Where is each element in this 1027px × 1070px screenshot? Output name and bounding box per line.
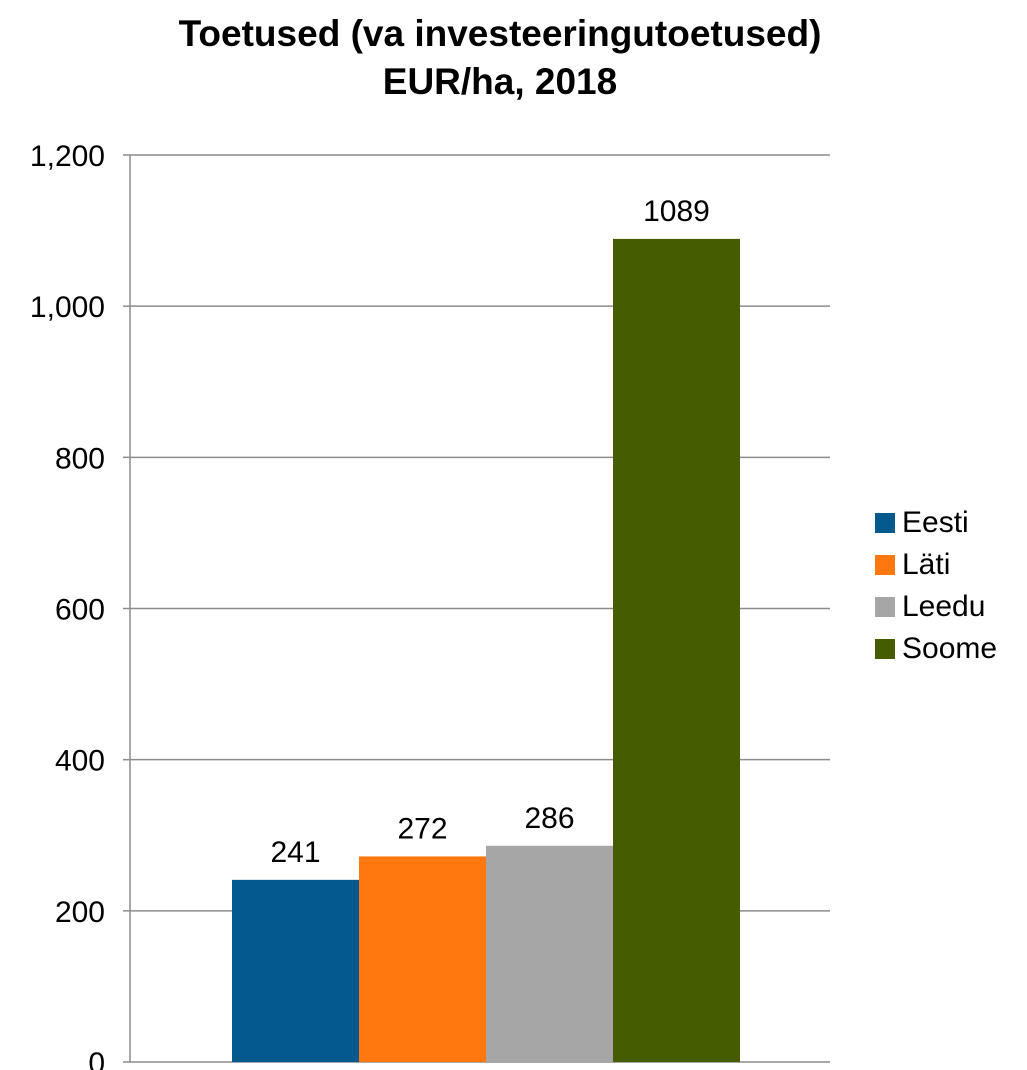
chart-title-line2: EUR/ha, 2018: [382, 61, 618, 102]
legend-item: Läti: [875, 545, 997, 585]
legend-swatch: [875, 597, 895, 617]
data-label: 272: [397, 812, 447, 845]
bar-soome: [613, 238, 740, 1062]
data-label: 286: [524, 802, 574, 835]
legend-label: Soome: [902, 632, 998, 665]
y-tick-label: 800: [55, 442, 105, 475]
legend-item: Leedu: [875, 587, 997, 627]
axes: [123, 154, 131, 1063]
bars: [232, 238, 740, 1062]
legend-swatch: [875, 639, 895, 659]
legend-item: Soome: [875, 629, 997, 669]
legend-label: Eesti: [902, 506, 969, 539]
legend-label: Leedu: [902, 590, 986, 623]
chart-title: Toetused (va investeeringutoetused) EUR/…: [100, 10, 900, 106]
data-label: 241: [270, 836, 320, 869]
chart-title-line1: Toetused (va investeeringutoetused): [178, 13, 822, 54]
bar-läti: [359, 856, 486, 1062]
y-tick-label: 0: [88, 1047, 105, 1070]
legend-swatch: [875, 513, 895, 533]
data-label: 1089: [643, 195, 710, 228]
y-tick-label: 1,200: [30, 140, 105, 173]
data-labels: 241 272 286 1089: [270, 195, 709, 869]
legend-label: Läti: [902, 548, 951, 581]
y-tick-label: 1,000: [30, 291, 105, 324]
y-tick-label: 600: [55, 594, 105, 627]
y-tick-label: 200: [55, 896, 105, 929]
y-tick-label: 400: [55, 745, 105, 778]
legend-swatch: [875, 555, 895, 575]
bar-eesti: [232, 879, 359, 1062]
legend: Eesti Läti Leedu Soome: [875, 503, 997, 671]
legend-item: Eesti: [875, 503, 997, 543]
bar-leedu: [486, 845, 613, 1062]
y-axis-tick-labels: 0 200 400 600 800 1,000 1,200: [30, 140, 105, 1070]
